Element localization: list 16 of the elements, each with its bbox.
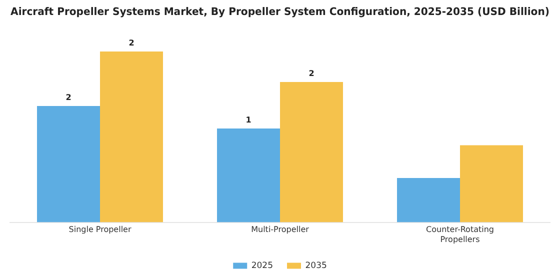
x-tick-label: Counter-Rotating Propellers xyxy=(426,225,494,244)
bar xyxy=(37,106,100,222)
bar xyxy=(100,52,163,222)
data-label: 2 xyxy=(308,69,314,78)
bar xyxy=(460,145,523,222)
data-label: 2 xyxy=(66,93,72,102)
bar xyxy=(397,178,460,222)
legend-label: 2025 xyxy=(251,260,274,271)
bar xyxy=(217,128,280,222)
bar xyxy=(280,82,343,222)
data-label: 1 xyxy=(246,116,252,125)
chart-title: Aircraft Propeller Systems Market, By Propeller System Configuration, 2025-2035 (USD Billion) xyxy=(10,6,550,18)
x-tick-label: Single Propeller xyxy=(68,225,132,234)
x-tick-label: Multi-Propeller xyxy=(251,225,310,234)
data-label: 2 xyxy=(128,38,134,48)
legend-label: 2035 xyxy=(305,260,327,271)
